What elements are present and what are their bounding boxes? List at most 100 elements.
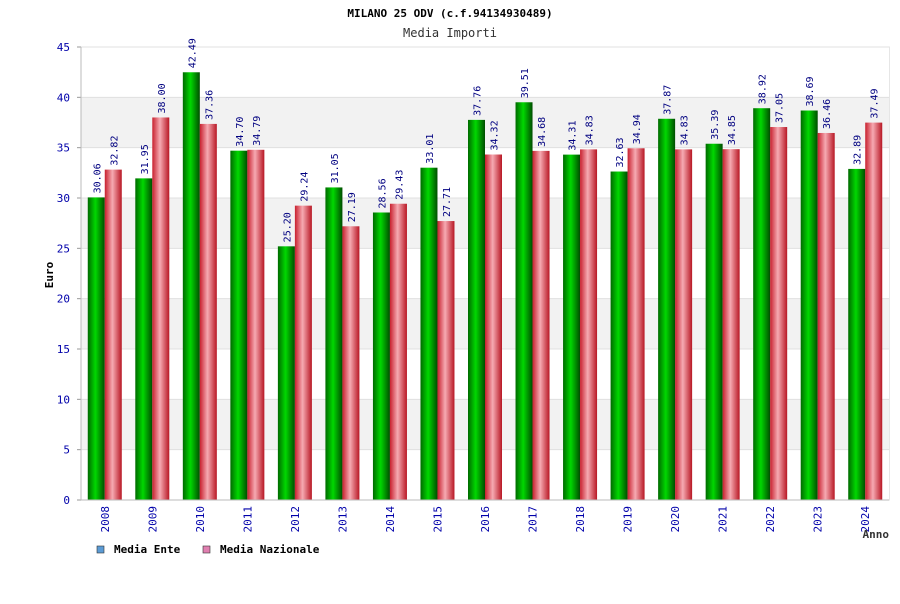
bar-media-nazionale-2016 bbox=[485, 154, 502, 500]
y-tick-label: 15 bbox=[57, 343, 70, 356]
bar-media-ente-2019 bbox=[610, 171, 628, 501]
x-tick-label-2008: 2008 bbox=[99, 506, 112, 533]
bar-media-ente-2018 bbox=[563, 154, 581, 500]
bar-media-ente-2011 bbox=[230, 150, 248, 501]
data-label-media-ente-2020: 37.87 bbox=[663, 85, 674, 115]
data-label-media-ente-2012: 25.20 bbox=[282, 212, 293, 242]
legend-swatch-media-ente bbox=[96, 545, 105, 554]
x-tick-label-2020: 2020 bbox=[669, 506, 682, 533]
data-label-media-ente-2009: 31.95 bbox=[140, 144, 151, 174]
data-label-media-ente-2016: 37.76 bbox=[473, 86, 484, 116]
legend-swatch-media-nazionale bbox=[202, 545, 211, 554]
data-label-media-nazionale-2008: 32.82 bbox=[109, 136, 120, 166]
x-tick-label-2010: 2010 bbox=[194, 506, 207, 533]
data-label-media-nazionale-2021: 34.85 bbox=[727, 115, 738, 145]
data-label-media-nazionale-2023: 36.46 bbox=[822, 99, 833, 129]
data-label-media-nazionale-2019: 34.94 bbox=[632, 114, 643, 144]
data-label-media-nazionale-2011: 34.79 bbox=[252, 116, 263, 146]
chart-subtitle: Media Importi bbox=[403, 26, 497, 40]
data-label-media-nazionale-2014: 29.43 bbox=[394, 170, 405, 200]
y-tick-label: 25 bbox=[57, 242, 70, 255]
legend-label-media-nazionale: Media Nazionale bbox=[220, 543, 320, 556]
bar-media-nazionale-2024 bbox=[865, 122, 883, 500]
bar-media-nazionale-2010 bbox=[199, 123, 217, 500]
data-label-media-nazionale-2010: 37.36 bbox=[204, 90, 215, 120]
data-label-media-nazionale-2009: 38.00 bbox=[157, 83, 168, 113]
x-axis-title: Anno bbox=[863, 528, 890, 541]
bar-media-nazionale-2009 bbox=[152, 117, 170, 500]
x-tick-label-2013: 2013 bbox=[336, 506, 349, 533]
x-tick-label-2012: 2012 bbox=[289, 506, 302, 533]
y-tick-label: 10 bbox=[57, 393, 70, 406]
bar-media-ente-2015 bbox=[420, 167, 438, 500]
x-tick-label-2016: 2016 bbox=[479, 506, 492, 533]
y-tick-label: 35 bbox=[57, 142, 70, 155]
data-label-media-nazionale-2018: 34.83 bbox=[585, 115, 596, 145]
bar-media-ente-2013 bbox=[325, 187, 343, 500]
bars bbox=[87, 72, 883, 501]
data-label-media-nazionale-2015: 27.71 bbox=[442, 187, 453, 217]
data-label-media-nazionale-2017: 34.68 bbox=[537, 117, 548, 147]
chart-title: MILANO 25 ODV (c.f.94134930489) bbox=[347, 7, 552, 20]
bar-media-nazionale-2020 bbox=[675, 149, 693, 501]
bar-media-ente-2022 bbox=[753, 108, 771, 501]
bar-media-ente-2009 bbox=[135, 178, 153, 500]
x-tick-label-2009: 2009 bbox=[146, 506, 159, 533]
bar-media-nazionale-2019 bbox=[627, 148, 645, 500]
bar-media-nazionale-2015 bbox=[437, 221, 455, 500]
bar-media-ente-2014 bbox=[372, 212, 390, 500]
data-label-media-ente-2023: 38.69 bbox=[805, 76, 816, 106]
data-label-media-nazionale-2013: 27.19 bbox=[347, 192, 358, 222]
bar-media-ente-2021 bbox=[705, 143, 723, 500]
bar-media-ente-2012 bbox=[277, 246, 295, 500]
axes: 0 5 10 15 20 25 30 35 40 45 2008 2009 2010 2011 2012 20… bbox=[57, 41, 889, 533]
bar-media-ente-2017 bbox=[515, 102, 533, 501]
data-labels: 30.06 32.82 31.95 38.00 42.49 37.36 34.70 34.79… bbox=[92, 38, 880, 242]
bar-media-ente-2023 bbox=[800, 110, 818, 501]
bar-media-nazionale-2012 bbox=[294, 205, 312, 500]
bar-media-nazionale-2013 bbox=[342, 226, 360, 500]
y-tick-label: 45 bbox=[57, 41, 70, 54]
x-tick-label-2022: 2022 bbox=[764, 506, 777, 533]
bar-media-nazionale-2018 bbox=[580, 149, 598, 501]
bar-media-ente-2020 bbox=[658, 118, 676, 500]
data-label-media-nazionale-2024: 37.49 bbox=[870, 88, 881, 118]
legend-item-media-nazionale: Media Nazionale bbox=[202, 543, 320, 556]
y-tick-label: 30 bbox=[57, 192, 70, 205]
data-label-media-ente-2010: 42.49 bbox=[187, 38, 198, 68]
x-tick-label-2017: 2017 bbox=[527, 506, 540, 533]
data-label-media-nazionale-2022: 37.05 bbox=[775, 93, 786, 123]
x-tick-label-2014: 2014 bbox=[384, 506, 397, 533]
data-label-media-nazionale-2016: 34.32 bbox=[490, 120, 501, 150]
data-label-media-ente-2017: 39.51 bbox=[520, 68, 531, 98]
x-tick-label-2015: 2015 bbox=[431, 506, 444, 533]
x-tick-label-2023: 2023 bbox=[812, 506, 825, 533]
x-tick-label-2019: 2019 bbox=[622, 506, 635, 533]
y-tick-label: 0 bbox=[63, 494, 70, 507]
bar-media-ente-2008 bbox=[87, 197, 105, 500]
bar-media-nazionale-2021 bbox=[722, 149, 740, 500]
x-tick-label-2011: 2011 bbox=[241, 506, 254, 533]
data-label-media-ente-2022: 38.92 bbox=[758, 74, 769, 104]
bar-media-nazionale-2008 bbox=[104, 169, 122, 500]
bar-media-ente-2016 bbox=[468, 119, 485, 501]
legend: Media Ente Media Nazionale bbox=[96, 543, 320, 556]
data-label-media-ente-2015: 33.01 bbox=[425, 134, 436, 164]
bar-media-ente-2010 bbox=[182, 72, 200, 500]
data-label-media-nazionale-2020: 34.83 bbox=[680, 115, 691, 145]
bar-media-ente-2024 bbox=[848, 168, 866, 500]
plot-band bbox=[81, 47, 889, 98]
data-label-media-ente-2024: 32.89 bbox=[853, 135, 864, 165]
bar-media-nazionale-2014 bbox=[389, 203, 407, 500]
x-tick-label-2018: 2018 bbox=[574, 506, 587, 533]
y-tick-label: 40 bbox=[57, 91, 70, 104]
data-label-media-ente-2014: 28.56 bbox=[377, 178, 388, 208]
x-tick-label-2024: 2024 bbox=[859, 506, 872, 533]
data-label-media-ente-2019: 32.63 bbox=[615, 137, 626, 167]
data-label-media-ente-2011: 34.70 bbox=[235, 117, 246, 147]
data-label-media-ente-2008: 30.06 bbox=[92, 163, 103, 193]
x-tick-label-2021: 2021 bbox=[717, 506, 730, 533]
y-axis-title: Euro bbox=[43, 261, 56, 288]
